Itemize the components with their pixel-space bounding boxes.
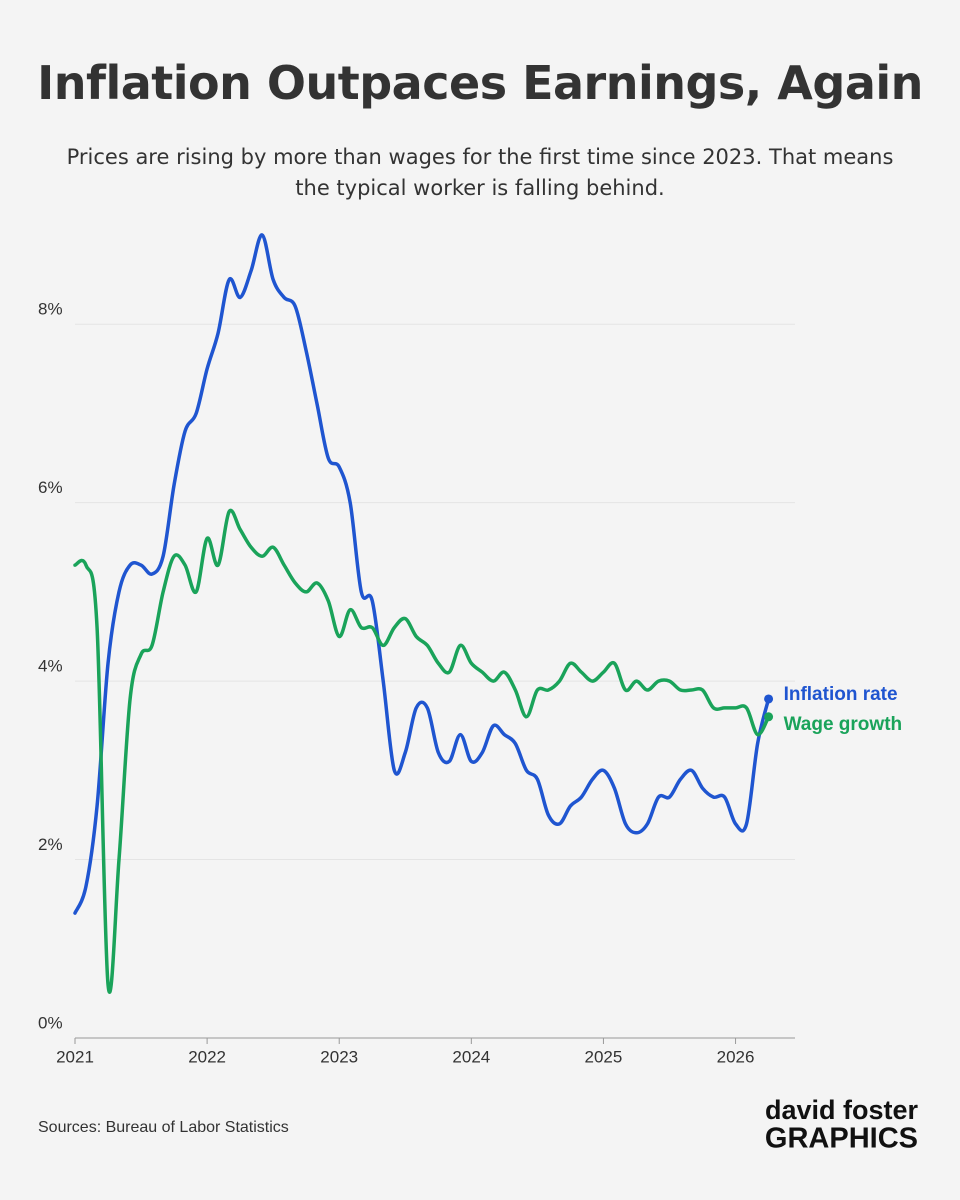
end-dot xyxy=(764,694,774,704)
legend-label: Inflation rate xyxy=(784,684,898,705)
x-tick-label: 2025 xyxy=(585,1047,623,1066)
x-tick-label: 2023 xyxy=(320,1047,358,1066)
y-tick-label: 2% xyxy=(38,835,63,854)
legend-label: Wage growth xyxy=(784,714,903,735)
chart-subtitle: Prices are rising by more than wages for… xyxy=(66,145,894,200)
chart-title: Inflation Outpaces Earnings, Again xyxy=(37,56,923,110)
x-tick-label: 2024 xyxy=(452,1047,490,1066)
y-tick-label: 6% xyxy=(38,478,63,497)
source-note: Sources: Bureau of Labor Statistics xyxy=(38,1119,289,1136)
end-dot xyxy=(764,712,774,722)
x-tick-label: 2022 xyxy=(188,1047,226,1066)
data-line xyxy=(73,508,771,994)
data-line xyxy=(73,233,771,915)
logo-line: GRAPHICS xyxy=(765,1123,918,1155)
y-tick-label: 4% xyxy=(38,657,63,676)
logo-line: david foster xyxy=(765,1095,919,1125)
x-tick-label: 2026 xyxy=(717,1047,755,1066)
y-tick-label: 0% xyxy=(38,1013,63,1032)
y-tick-label: 8% xyxy=(38,300,63,319)
x-tick-label: 2021 xyxy=(56,1047,94,1066)
